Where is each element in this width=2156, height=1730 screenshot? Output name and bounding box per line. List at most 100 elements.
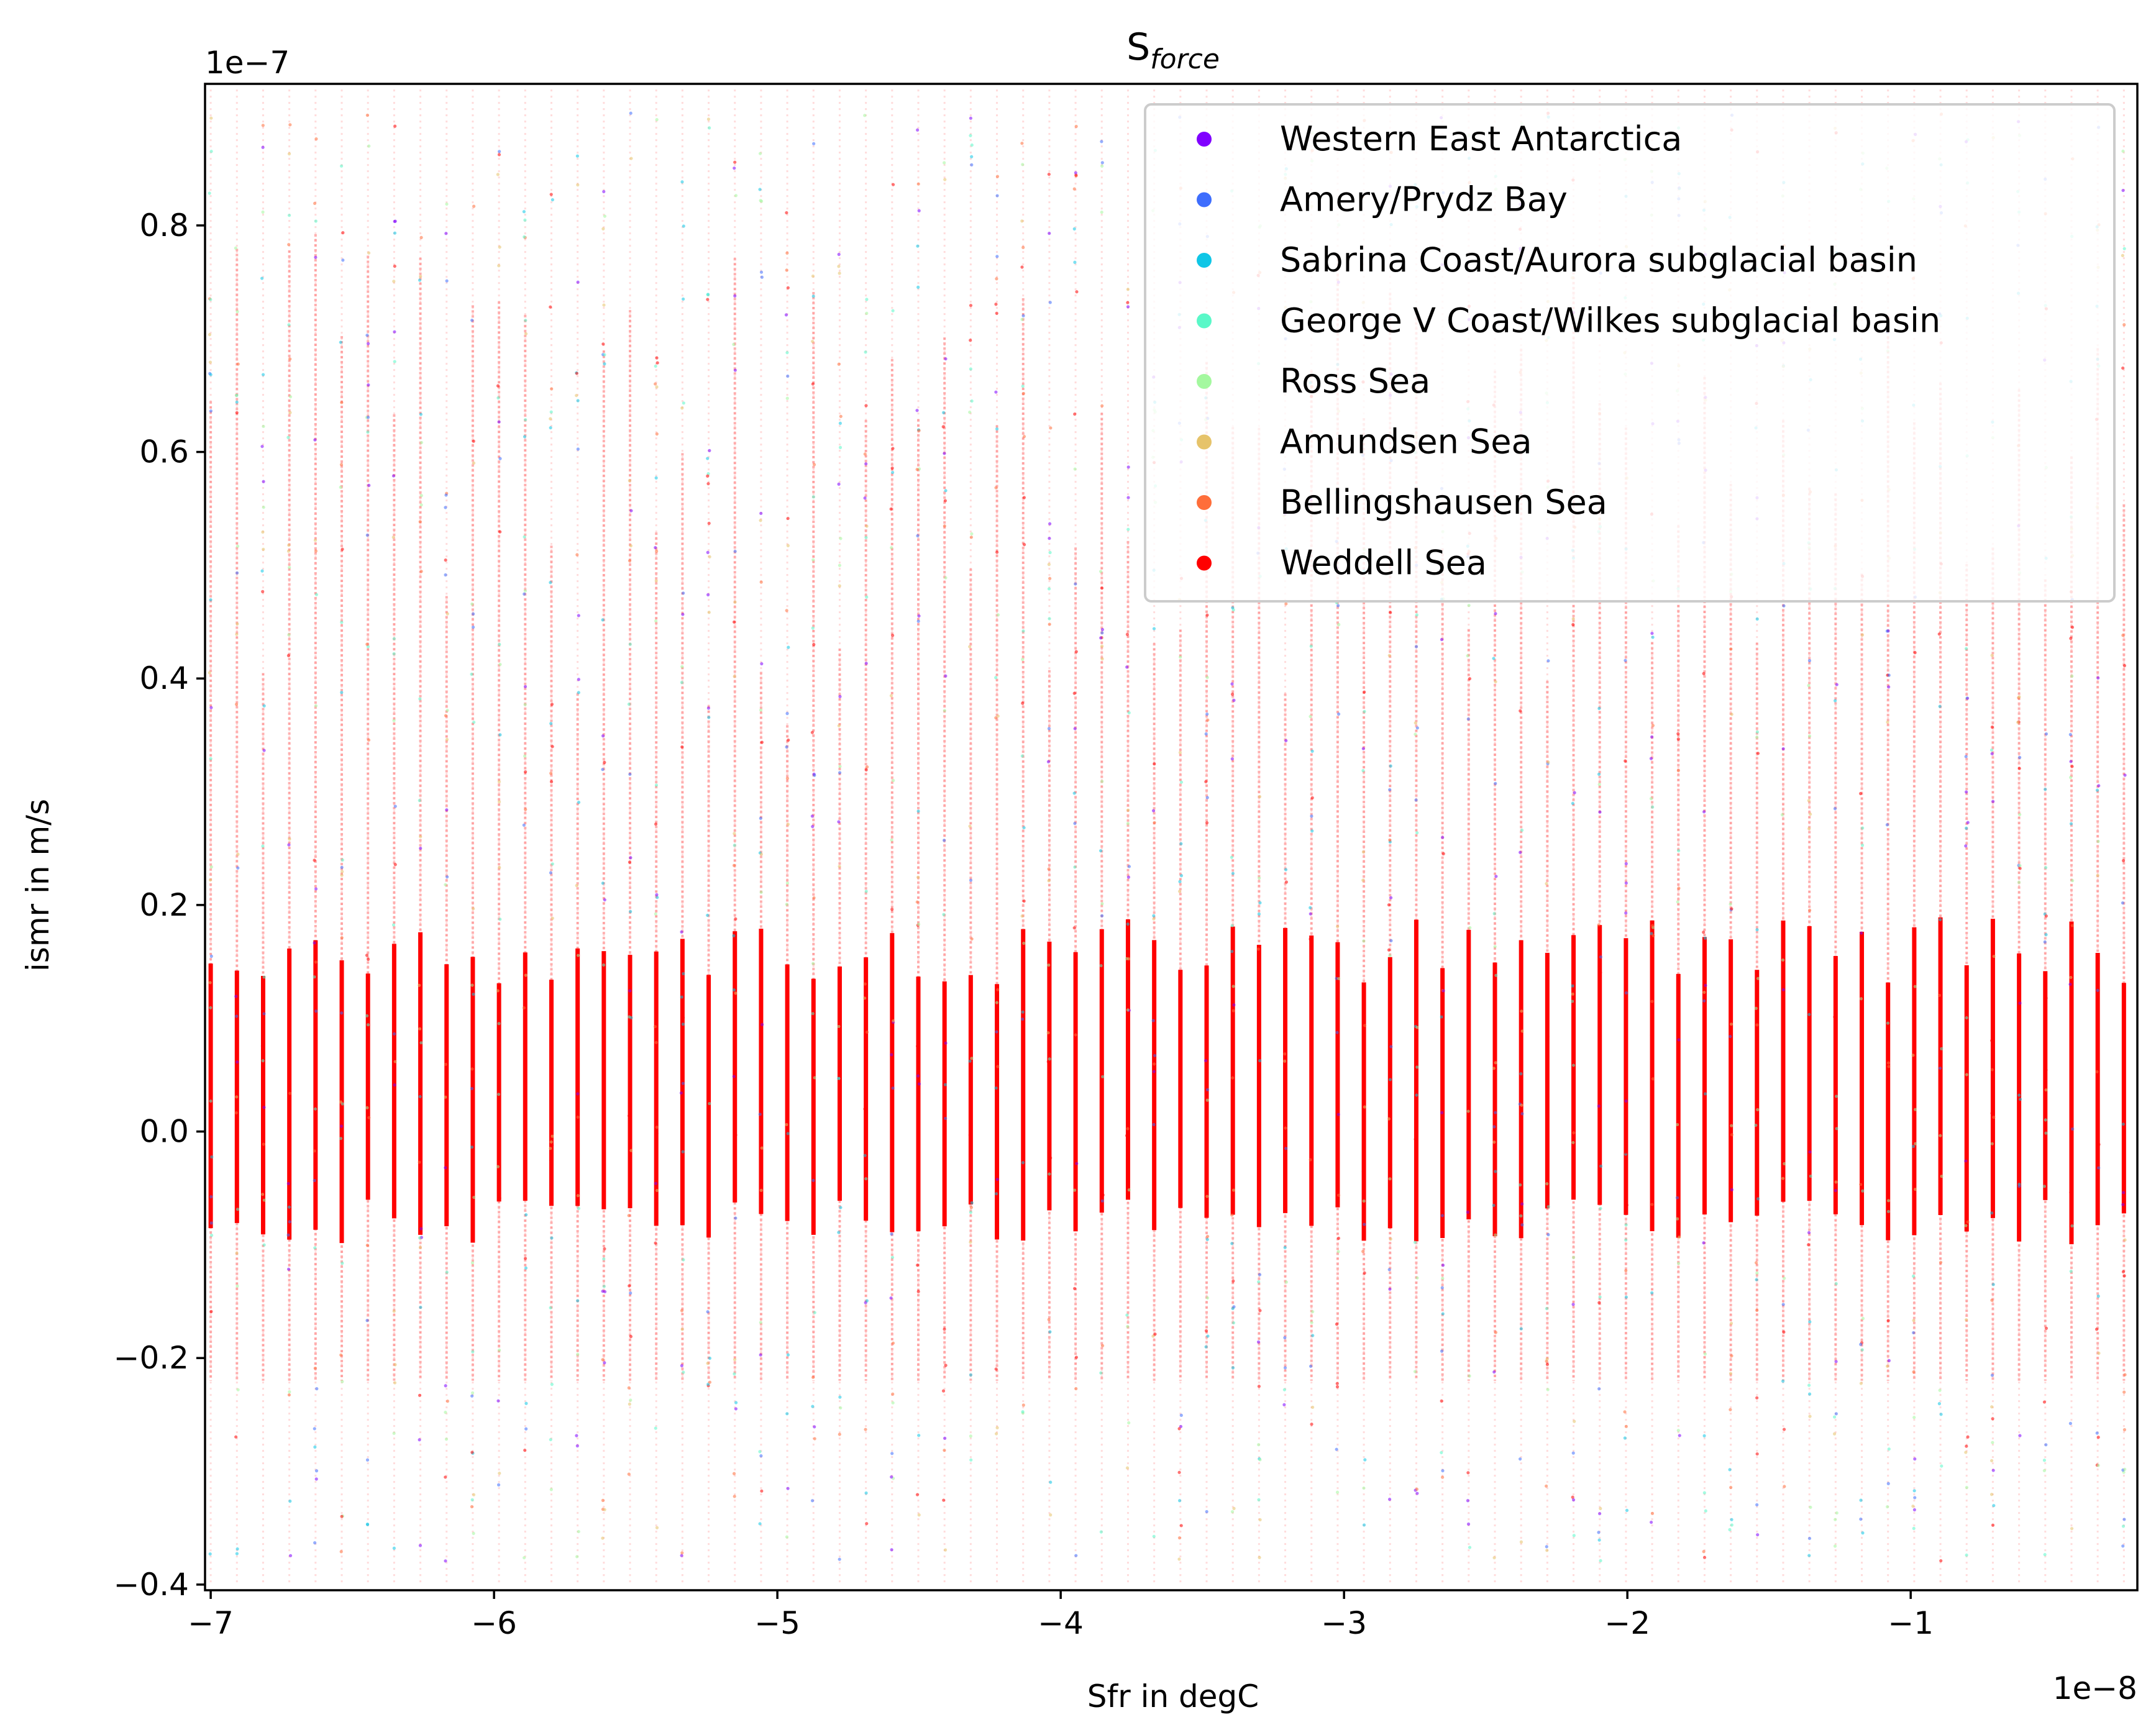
scatter-point [1309,1364,1313,1368]
scatter-point [1599,1559,1602,1563]
scatter-point [392,637,396,640]
scatter-point [813,1437,816,1441]
scatter-point [1022,435,1026,439]
scatter-point [576,1115,580,1119]
scatter-point [681,1150,685,1154]
scatter-point [1048,522,1052,526]
scatter-point [891,634,895,637]
scatter-point [1754,1006,1758,1010]
scatter-point [1177,1427,1181,1431]
scatter-point [393,264,396,268]
scatter-point [288,1220,291,1224]
scatter-point [1624,1223,1628,1227]
scatter-point [1021,1410,1025,1414]
scatter-point [1545,1306,1548,1311]
scatter-point [2042,1400,2047,1404]
scatter-point [1730,1124,1733,1127]
scatter-point [235,310,239,314]
scatter-point [865,1522,869,1526]
scatter-point [1232,698,1236,702]
scatter-point [1624,911,1628,915]
scatter-point [2044,788,2047,791]
scatter-point [734,1133,738,1137]
scatter-point [419,440,424,445]
scatter-point [1389,1045,1393,1049]
x-tick-label: −5 [754,1605,800,1641]
scatter-point [864,350,867,354]
scatter-point [1834,1282,1838,1286]
scatter-point [969,535,973,539]
scatter-point [313,1107,317,1111]
scatter-point [497,780,501,784]
scatter-point [365,1458,370,1462]
scatter-point [444,1166,447,1170]
scatter-point [787,645,790,649]
scatter-point [235,632,239,636]
scatter-point [1704,1509,1707,1513]
scatter-point [1074,124,1078,129]
scatter-point [1127,1188,1131,1192]
scatter-point [891,309,895,312]
scatter-point [1363,690,1366,694]
scatter-point [549,1140,553,1144]
scatter-point [444,1062,448,1066]
scatter-point [287,152,291,156]
scatter-point [838,694,842,699]
scatter-point [1075,1162,1079,1165]
scatter-point [655,356,659,360]
scatter-point [549,722,553,726]
scatter-point [969,1434,972,1438]
scatter-point [995,550,999,554]
scatter-point [262,1106,266,1109]
scatter-point [733,368,737,372]
scatter-point [761,1022,764,1026]
scatter-point [758,1522,762,1526]
scatter-point [1545,1182,1549,1186]
scatter-point [549,426,552,430]
scatter-point [1388,838,1392,842]
scatter-point [261,210,265,214]
scatter-point [916,875,920,879]
scatter-point [1152,1070,1156,1073]
scatter-point [811,1012,815,1016]
scatter-point [1833,807,1837,811]
scatter-point [1468,676,1472,681]
scatter-point [1361,878,1365,882]
scatter-point [340,873,344,877]
scatter-point [209,598,212,602]
scatter-point [1678,1434,1681,1437]
scatter-point [1624,1099,1628,1103]
scatter-point [890,1452,894,1455]
scatter-point [1989,748,1994,752]
scatter-column [679,89,685,1585]
scatter-point [1571,992,1574,996]
scatter-point [1073,260,1077,264]
scatter-point [655,1126,659,1129]
scatter-column [863,89,869,1585]
scatter-point [1675,1196,1679,1200]
scatter-point [444,232,448,235]
scatter-column [889,89,895,1585]
scatter-point [550,1143,554,1147]
scatter-point [1257,1443,1261,1447]
legend-label: Ross Sea [1280,362,1430,401]
scatter-point [1468,926,1472,930]
scatter-point [1650,1520,1653,1524]
scatter-point [942,1498,946,1502]
scatter-point [1807,683,1811,688]
scatter-point [1677,1038,1681,1042]
scatter-point [236,1388,240,1391]
scatter-point [1912,1331,1916,1335]
scatter-point [1100,164,1104,168]
scatter-point [994,676,998,680]
scatter-point [734,991,738,995]
scatter-point [1832,1432,1837,1436]
scatter-point [943,1083,947,1086]
scatter-point [2121,1270,2126,1273]
scatter-point [811,558,815,562]
scatter-point [287,843,291,847]
scatter-point [497,153,501,157]
scatter-point [2097,1142,2101,1146]
scatter-point [1966,1220,1970,1224]
scatter-point [786,1486,790,1490]
